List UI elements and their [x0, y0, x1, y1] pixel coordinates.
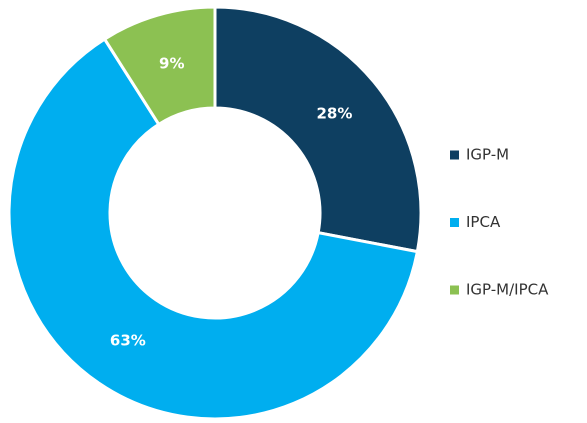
donut-slice	[213, 5, 423, 254]
donut-slice	[102, 5, 217, 127]
legend-label: IPCA	[466, 213, 501, 231]
value-label: 9%	[159, 55, 184, 73]
legend-label: IGP-M	[466, 146, 509, 164]
legend-label: IGP-M/IPCA	[466, 281, 549, 299]
value-label: 28%	[316, 105, 352, 123]
legend-swatch	[450, 218, 459, 227]
legend-swatch	[450, 285, 459, 295]
legend-swatch	[450, 150, 459, 160]
donut-slice	[7, 36, 420, 421]
value-label: 63%	[110, 332, 146, 350]
